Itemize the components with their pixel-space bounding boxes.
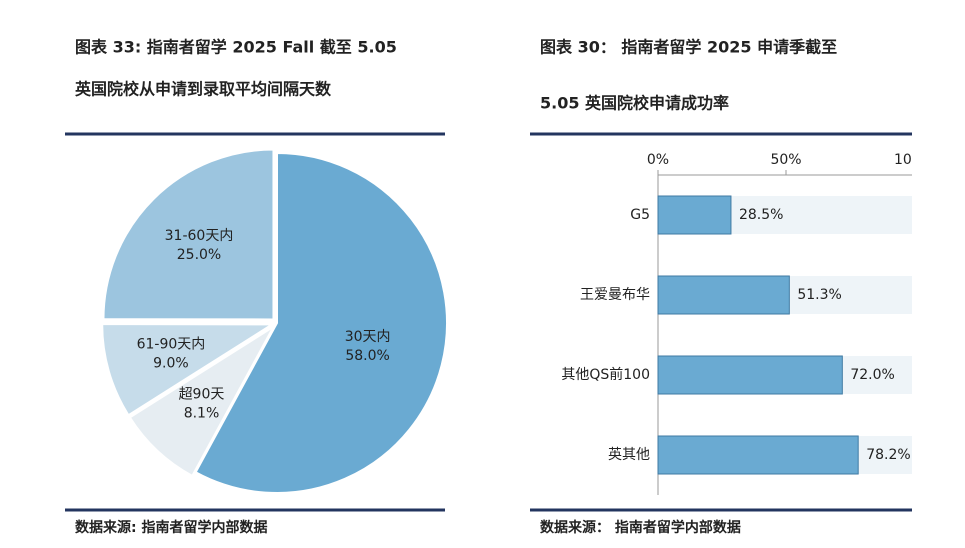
bar: [657, 275, 790, 315]
value-label: 8.1%: [184, 406, 220, 422]
value-label: 28.5%: [739, 207, 783, 223]
slice-label: 61-90天内: [137, 337, 206, 353]
value-label: 58.0%: [345, 348, 389, 364]
source: 数据来源： 指南者留学内部数据: [540, 519, 741, 536]
bar: [657, 355, 843, 395]
pie-slice: [128, 323, 277, 478]
x-tick-label: 0%: [647, 152, 669, 168]
source: 数据来源: 指南者留学内部数据: [75, 519, 267, 536]
chart-title: 英国院校从申请到录取平均间隔天数: [74, 80, 332, 99]
y-tick-label: 其他QS前100: [561, 366, 650, 383]
x-tick-label: 50%: [770, 152, 801, 168]
value-label: 9.0%: [153, 356, 189, 372]
slice-label: 31-60天内: [165, 228, 234, 244]
pie-slice: [102, 148, 275, 321]
value-label: 51.3%: [797, 287, 841, 303]
chart-title: 图表 30： 指南者留学 2025 申请季截至: [540, 38, 837, 57]
slice-label: 超90天: [179, 387, 225, 403]
value-label: 25.0%: [177, 247, 221, 263]
bar: [657, 435, 859, 475]
y-tick-label: 英其他: [608, 446, 650, 463]
value-label: 78.2%: [866, 447, 910, 463]
chart-title: 图表 33: 指南者留学 2025 Fall 截至 5.05: [75, 38, 397, 57]
bar: [657, 195, 732, 235]
slice-label: 30天内: [345, 329, 391, 345]
pie-slice: [194, 151, 448, 494]
x-tick-label: 100%: [894, 152, 934, 168]
value-label: 72.0%: [850, 367, 894, 383]
chart-title: 5.05 英国院校申请成功率: [540, 94, 729, 113]
y-tick-label: 王爱曼布华: [580, 287, 650, 303]
y-tick-label: G5: [630, 207, 650, 223]
bar-panel: 0% 50% 100% G5 28.5% 王爱曼布华 51.3% 其他QS前100 72.0% 英…: [561, 152, 934, 495]
pie-slice: [101, 323, 276, 417]
